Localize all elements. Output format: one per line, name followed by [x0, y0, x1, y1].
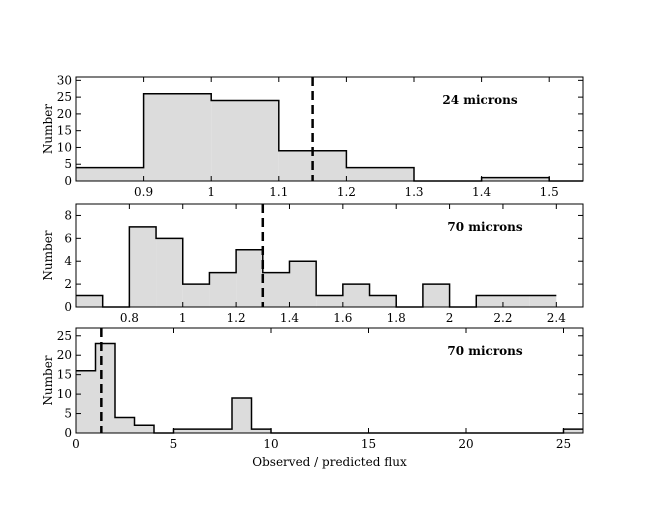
bar-1-1: [143, 93, 212, 181]
x-tick-label: 1.4: [280, 311, 299, 325]
bar-2-11: [369, 295, 397, 307]
histogram-outline: [76, 93, 583, 182]
bar-2-9: [316, 295, 343, 307]
x-tick-label: 5: [170, 437, 178, 451]
histogram-outline: [76, 226, 557, 308]
y-tick-label: 8: [64, 208, 72, 222]
bar-1-6: [481, 177, 550, 181]
bar-3-8: [232, 398, 252, 433]
bar-3-6: [193, 429, 213, 433]
panel-annotation: 70 microns: [447, 220, 522, 234]
y-tick-label: 30: [57, 73, 72, 87]
x-tick-label: 1.4: [472, 185, 491, 199]
bar-2-17: [529, 295, 557, 307]
y-axis-title: Number: [41, 355, 55, 405]
y-tick-label: 0: [64, 300, 72, 314]
y-axis-title: Number: [41, 104, 55, 154]
bar-1-0: [76, 167, 144, 181]
bar-2-3: [156, 238, 183, 307]
y-tick-label: 4: [64, 254, 72, 268]
bar-2-8: [289, 261, 317, 307]
x-axis-title: Observed / predicted flux: [252, 455, 407, 469]
y-tick-label: 5: [64, 157, 72, 171]
bar-1-2: [211, 100, 279, 181]
y-tick-label: 15: [57, 124, 72, 138]
bar-3-9: [251, 429, 271, 433]
bar-2-13: [422, 284, 450, 307]
bar-3-25: [563, 429, 583, 433]
x-tick-label: 1.1: [269, 185, 288, 199]
y-tick-label: 25: [57, 329, 72, 343]
x-tick-label: 1.3: [404, 185, 423, 199]
y-tick-label: 10: [57, 387, 72, 401]
x-tick-label: 2.2: [493, 311, 512, 325]
y-tick-label: 20: [57, 107, 72, 121]
panel-2: 0.8 1 1.2 1.4 1.6 1.8 2 2.2 2.4 0 2 4 6 8 Number 70 mic…: [41, 203, 584, 325]
bar-3-5: [173, 429, 193, 433]
x-tick-label: 1.2: [227, 311, 246, 325]
bar-3-1: [95, 343, 115, 433]
bar-2-5: [209, 272, 237, 307]
bar-3-7: [212, 429, 232, 433]
x-tick-label: 1: [179, 311, 187, 325]
plot-frame: [75, 76, 584, 182]
plot-frame: [75, 327, 584, 434]
x-tick-label: 0.9: [134, 185, 153, 199]
y-tick-label: 5: [64, 407, 72, 421]
bar-2-4: [182, 284, 210, 307]
x-tick-label: 1.6: [333, 311, 352, 325]
x-tick-label: 1.5: [540, 185, 559, 199]
x-tick-label: 25: [556, 437, 571, 451]
panel-annotation: 24 microns: [442, 93, 517, 107]
x-tick-label: 1.8: [387, 311, 406, 325]
y-tick-label: 20: [57, 348, 72, 362]
y-tick-label: 2: [64, 277, 72, 291]
bar-3-2: [115, 417, 135, 433]
y-axis-title: Number: [41, 230, 55, 280]
panel-annotation: 70 microns: [447, 344, 522, 358]
y-tick-label: 10: [57, 140, 72, 154]
x-tick-label: 15: [361, 437, 376, 451]
bar-2-10: [342, 284, 370, 307]
y-tick-label: 0: [64, 174, 72, 188]
x-tick-label: 0.8: [120, 311, 139, 325]
bar-2-15: [476, 295, 503, 307]
x-tick-label: 0: [72, 437, 80, 451]
x-tick-label: 2.4: [547, 311, 566, 325]
x-tick-label: 10: [263, 437, 278, 451]
bar-1-4: [346, 167, 414, 181]
bar-2-7: [262, 272, 290, 307]
bar-2-0: [76, 295, 103, 307]
x-tick-label: 2: [446, 311, 454, 325]
bar-2-2: [129, 226, 157, 307]
panel-1: 0.9 1 1.1 1.2 1.3 1.4 1.5 0 5 10 15 20 25 30 Number 24 …: [41, 73, 584, 199]
y-tick-label: 25: [57, 90, 72, 104]
y-tick-label: 6: [64, 231, 72, 245]
bar-3-3: [134, 425, 154, 433]
y-tick-label: 15: [57, 368, 72, 382]
x-tick-label: 1.2: [337, 185, 356, 199]
x-tick-label: 20: [458, 437, 473, 451]
bar-2-16: [502, 295, 530, 307]
x-tick-label: 1: [207, 185, 215, 199]
y-tick-label: 0: [64, 426, 72, 440]
bar-3-0: [76, 370, 96, 433]
plot-frame: [75, 203, 584, 308]
bar-2-6: [236, 249, 263, 307]
